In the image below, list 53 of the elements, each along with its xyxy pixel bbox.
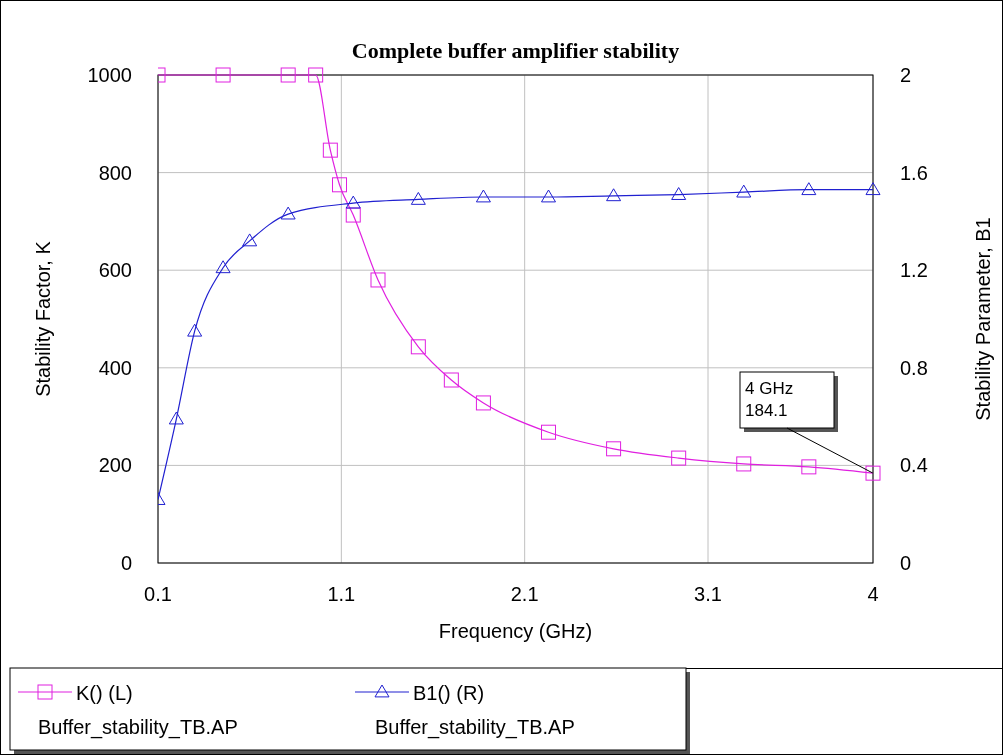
point [322, 142, 338, 158]
point [280, 67, 296, 83]
x-tick-label: 0.1 [144, 583, 172, 605]
y2-axis-title: Stability Parameter, B1 [972, 217, 994, 421]
x-tick-label: 2.1 [510, 583, 539, 605]
point [168, 411, 184, 425]
point [280, 206, 296, 220]
point [736, 184, 752, 198]
point [242, 233, 258, 247]
y2-tick-label: 0 [900, 552, 912, 574]
y-tick-label: 1000 [87, 64, 132, 86]
point [865, 465, 881, 481]
point [308, 67, 324, 83]
y-tick-label: 200 [98, 454, 132, 477]
point [345, 195, 361, 209]
y-tick-label: 0 [120, 552, 132, 574]
point [541, 424, 556, 440]
y2-tick-label: 2 [900, 64, 912, 86]
y2-tick-label: 1.2 [900, 259, 928, 282]
point [865, 182, 881, 196]
y2-tick-label: 0.4 [900, 454, 928, 477]
point [801, 182, 817, 196]
y-axis-title: Stability Factor, K [32, 240, 54, 397]
y-tick-label: 600 [98, 259, 132, 282]
chart-title: Complete buffer amplifier stability [351, 38, 680, 63]
point [370, 272, 386, 288]
point [475, 189, 491, 203]
point [606, 188, 622, 202]
legend-label: K() (L) Buffer_stability_TB.AP [38, 682, 238, 739]
point [671, 450, 687, 466]
point [332, 177, 347, 193]
point [736, 456, 752, 472]
x-axis-title: Frequency (GHz) [438, 620, 593, 642]
y2-tick-label: 1.6 [900, 161, 928, 184]
annotation: 4 GHz 184.1 [745, 379, 794, 420]
y-tick-label: 800 [98, 161, 132, 184]
x-tick-label: 3.1 [694, 583, 722, 605]
legend-label: B1() (R) Buffer_stability_TB.AP [375, 682, 575, 739]
point [801, 459, 817, 475]
x-tick-label: 4 [867, 583, 879, 605]
point [215, 67, 231, 83]
y2-tick-label: 0.8 [900, 356, 928, 379]
point [475, 395, 491, 411]
point [541, 189, 556, 203]
point [443, 372, 459, 388]
point [410, 191, 426, 205]
x-tick-label: 1.1 [327, 583, 356, 605]
point [187, 323, 203, 337]
point [215, 260, 231, 274]
y-tick-label: 400 [98, 356, 132, 379]
point [410, 339, 426, 355]
point [606, 441, 622, 457]
point [671, 187, 687, 200]
